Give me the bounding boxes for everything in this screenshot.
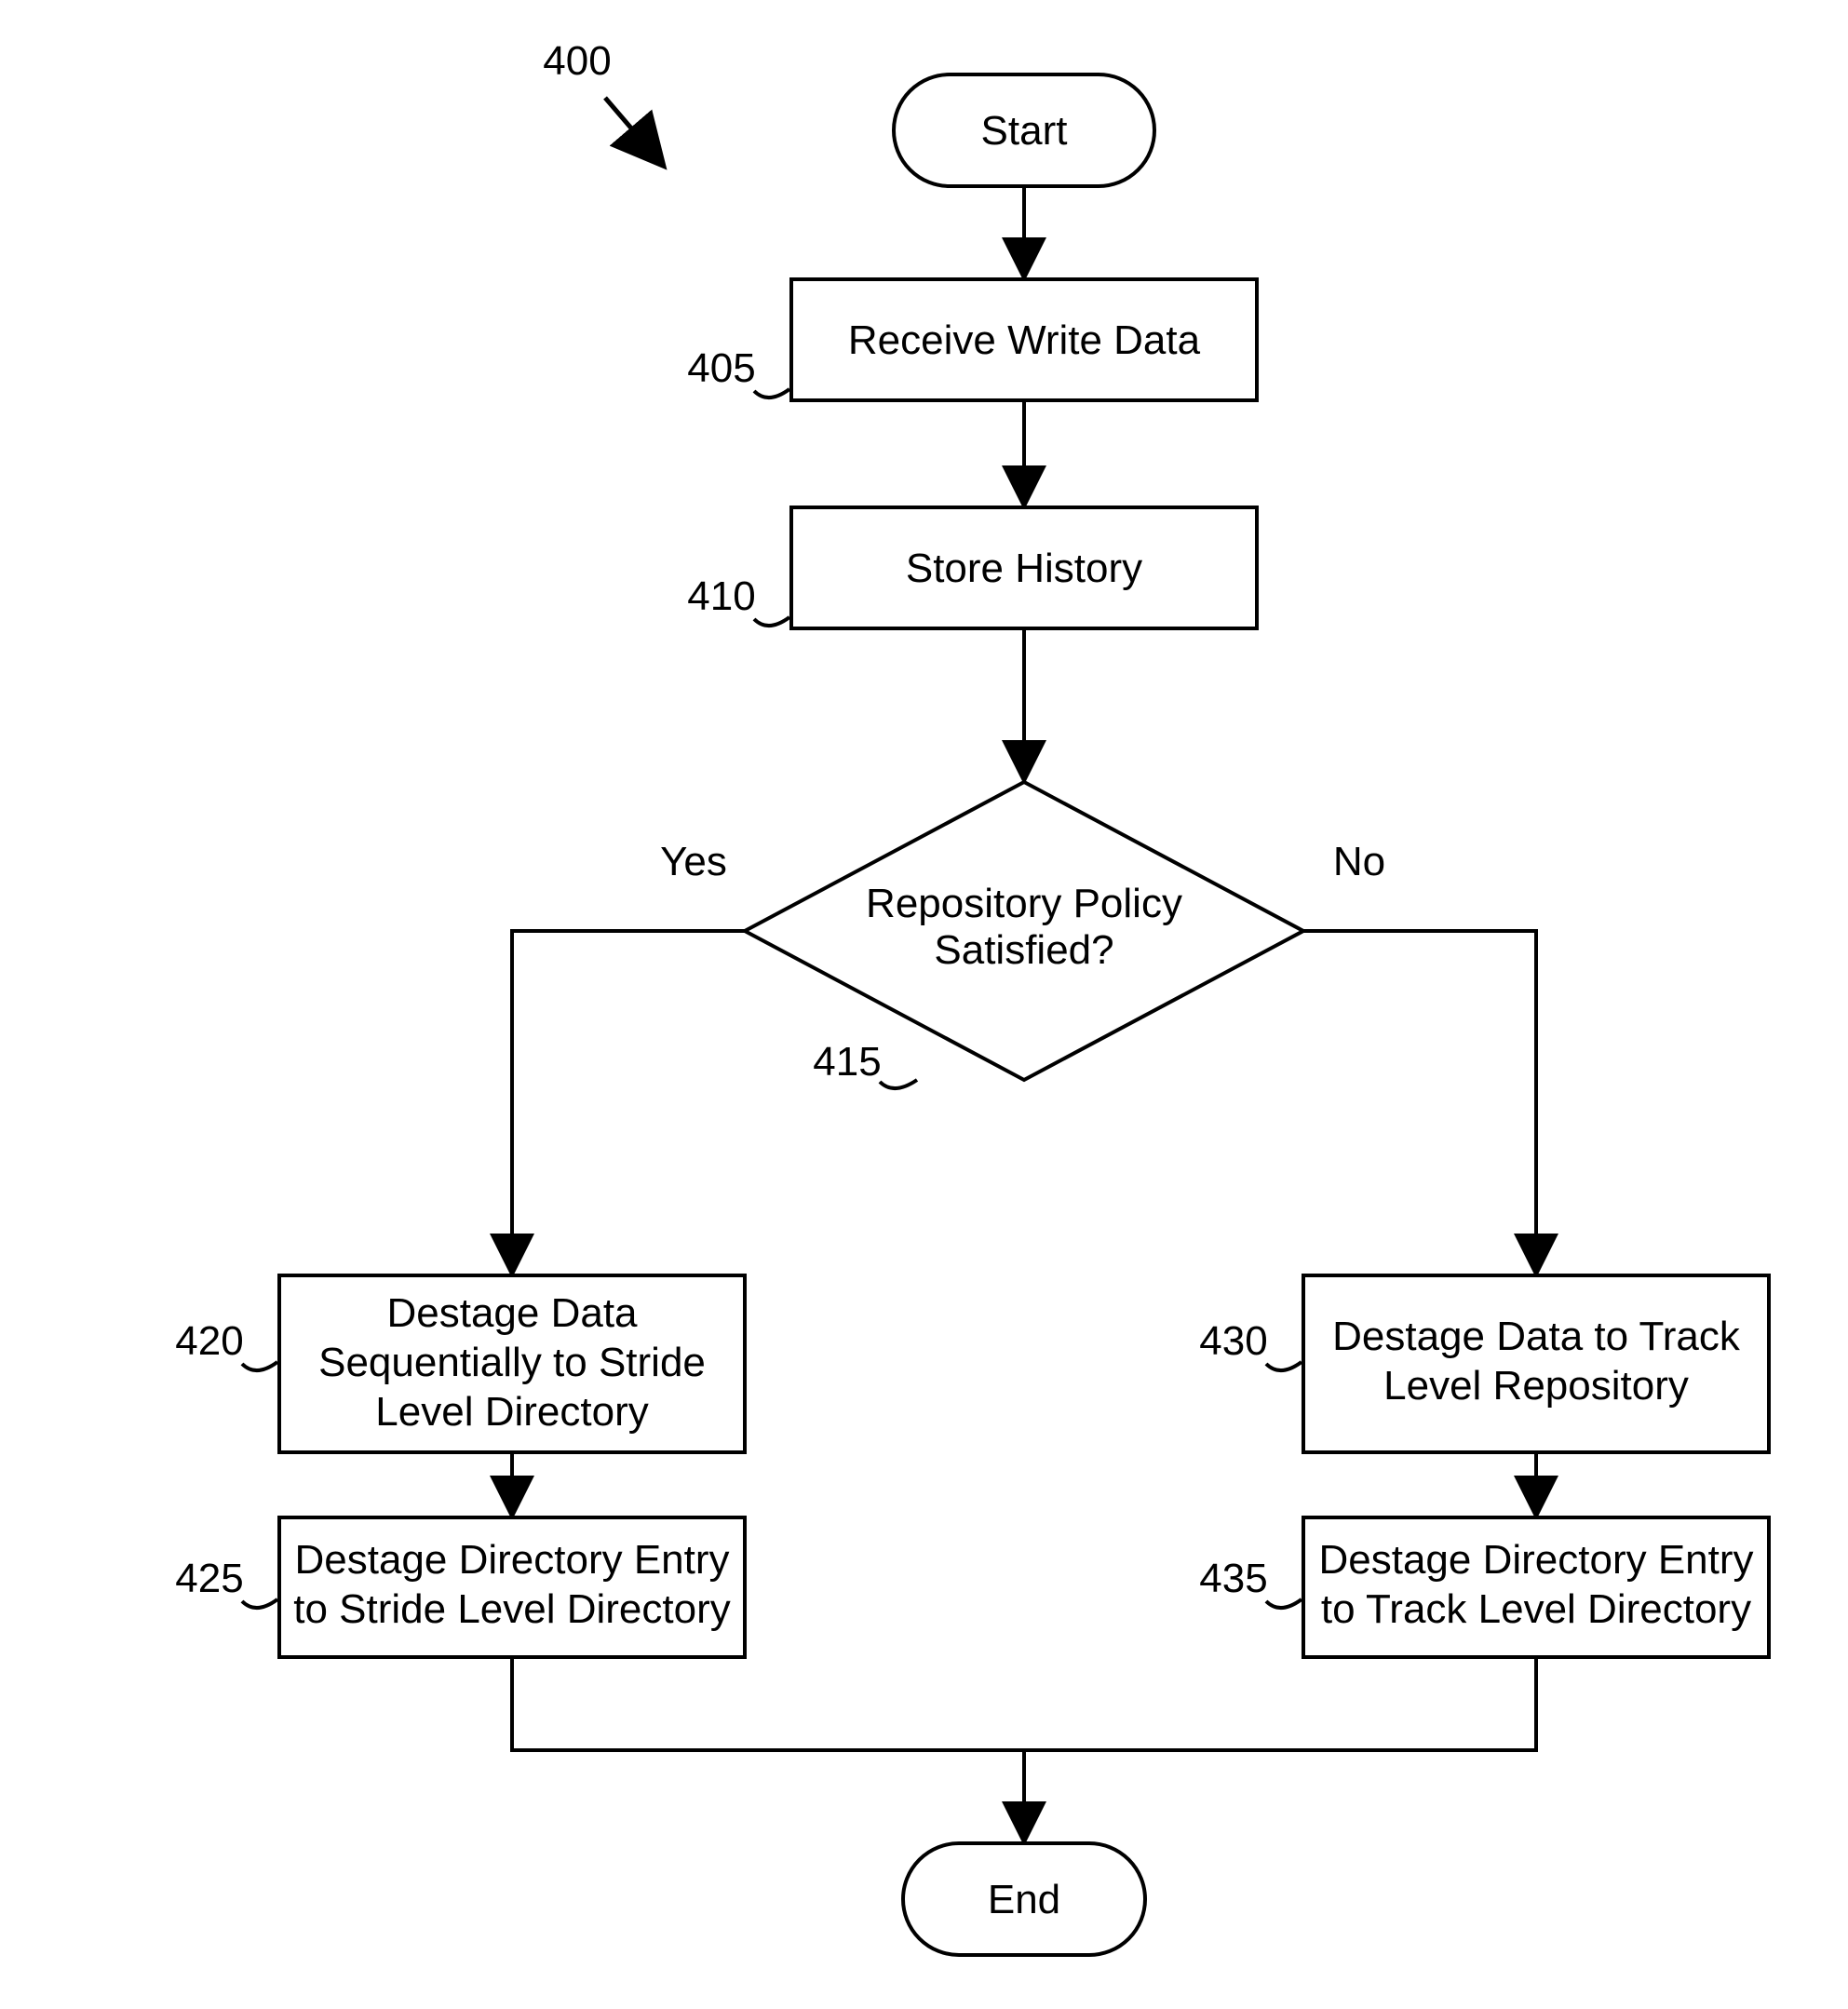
- node-405-ref-tick: [754, 389, 789, 398]
- node-420-label-1: Destage Data: [386, 1290, 638, 1336]
- edge-415-430: [1303, 931, 1536, 1271]
- node-435-ref: 435: [1199, 1556, 1267, 1601]
- node-410-ref: 410: [687, 573, 755, 619]
- node-430-label-1: Destage Data to Track: [1332, 1314, 1741, 1359]
- node-435-ref-tick: [1266, 1599, 1302, 1608]
- node-405-ref: 405: [687, 345, 755, 391]
- node-415-ref-tick: [880, 1080, 917, 1088]
- node-425-label-1: Destage Directory Entry: [294, 1537, 729, 1583]
- node-410-label: Store History: [906, 546, 1142, 591]
- node-430-ref: 430: [1199, 1318, 1267, 1364]
- end-label: End: [988, 1877, 1060, 1922]
- node-415-label-2: Satisfied?: [934, 927, 1113, 973]
- node-425-ref-tick: [242, 1599, 277, 1608]
- node-420-ref-tick: [242, 1362, 277, 1370]
- ref-arrow-400: [605, 98, 661, 163]
- yes-label: Yes: [660, 839, 727, 884]
- edge-425-merge: [512, 1657, 1024, 1750]
- no-label: No: [1333, 839, 1385, 884]
- node-405-label: Receive Write Data: [848, 317, 1201, 363]
- node-410-ref-tick: [754, 617, 789, 626]
- node-430-label-2: Level Repository: [1383, 1363, 1689, 1409]
- flowchart-diagram: 400 Start Receive Write Data 405 Store H…: [0, 0, 1848, 2009]
- node-435-label-1: Destage Directory Entry: [1318, 1537, 1753, 1583]
- node-420-ref: 420: [175, 1318, 243, 1364]
- node-420-label-2: Sequentially to Stride: [318, 1340, 706, 1385]
- edge-435-merge: [1024, 1657, 1536, 1750]
- start-label: Start: [981, 108, 1068, 154]
- node-430-ref-tick: [1266, 1362, 1302, 1370]
- edge-415-420: [512, 931, 745, 1271]
- node-415-label-1: Repository Policy: [866, 881, 1182, 926]
- node-420-label-3: Level Directory: [375, 1389, 648, 1435]
- flowchart-ref-400: 400: [543, 38, 611, 84]
- node-425-label-2: to Stride Level Directory: [293, 1586, 731, 1632]
- node-415-ref: 415: [813, 1039, 881, 1085]
- node-425-ref: 425: [175, 1556, 243, 1601]
- node-435-label-2: to Track Level Directory: [1321, 1586, 1751, 1632]
